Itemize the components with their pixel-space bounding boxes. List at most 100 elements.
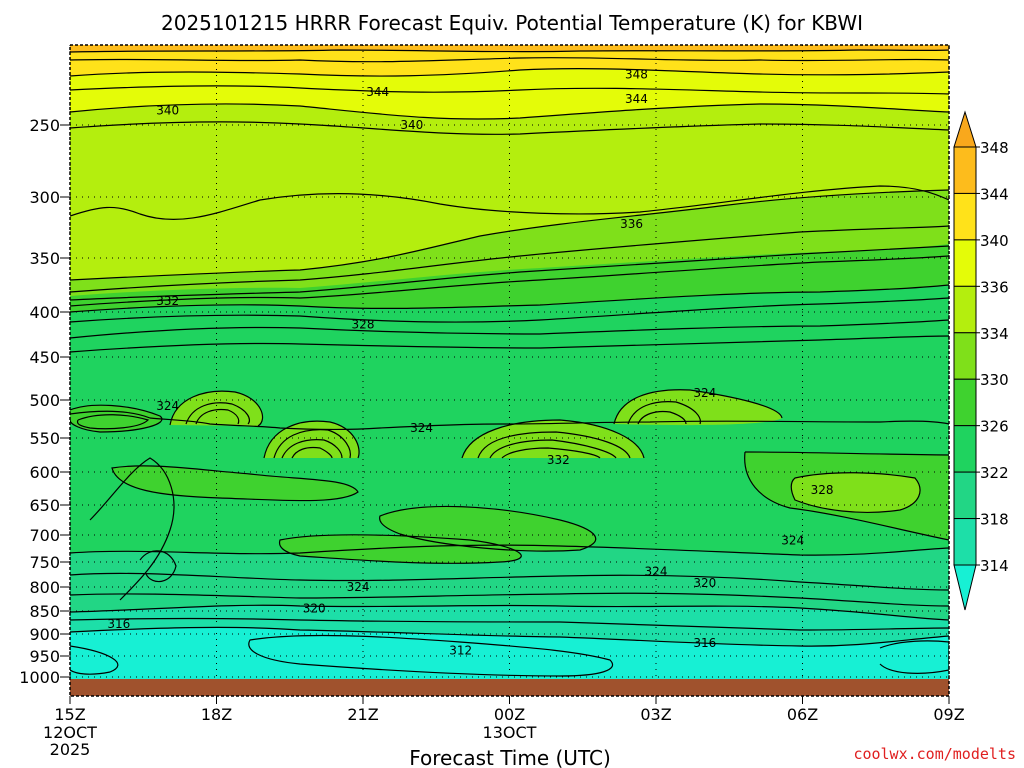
x-tick-label: 21Z <box>347 705 378 724</box>
contour-label-text: 316 <box>693 636 716 650</box>
contour-324-top <box>70 335 949 353</box>
contour-333 <box>70 245 949 301</box>
y-tick-label: 500 <box>29 391 60 410</box>
colorbar-label: 344 <box>980 185 1009 203</box>
contour-label-text: 332 <box>156 294 179 308</box>
y-tick-label: 950 <box>29 647 60 666</box>
y-tick-label: 900 <box>29 625 60 644</box>
colorbar-segment <box>953 192 977 241</box>
contour-label-text: 320 <box>693 576 716 590</box>
x-tick-label: 03Z <box>640 705 671 724</box>
contour-324-lower-2 <box>744 451 949 456</box>
contour-316-left <box>70 645 119 675</box>
x-tick-sublabel: 12OCT <box>43 723 97 742</box>
contour-label-text: 328 <box>352 318 375 332</box>
contour-324-blob-3 <box>461 419 645 459</box>
contour-label: 332 <box>156 294 179 308</box>
contour-324-lower-4 <box>278 534 522 564</box>
blob-330-1 <box>170 391 263 426</box>
contour-324-blob-1 <box>169 390 264 427</box>
contour-328-left <box>70 404 163 433</box>
y-tick-label: 300 <box>29 188 60 207</box>
contour-326-blob-3 <box>477 431 631 459</box>
contour-label: 316 <box>107 617 130 631</box>
contour-low-left-2 <box>139 550 177 583</box>
contour-label: 324 <box>156 399 179 413</box>
chart-title: 2025101215 HRRR Forecast Equiv. Potentia… <box>161 11 863 35</box>
blob-330-3 <box>462 420 644 458</box>
contour-316-right <box>879 640 949 674</box>
colorbar-label: 340 <box>980 232 1009 250</box>
contour-label: 312 <box>449 643 472 657</box>
contour-label: 324 <box>693 386 716 400</box>
contour-324-blob-4 <box>613 389 783 425</box>
x-tick-label: 06Z <box>787 705 818 724</box>
contour-label: 340 <box>400 118 423 132</box>
contour-label-text: 324 <box>410 421 433 435</box>
contour-326 <box>70 319 949 339</box>
y-axis-labels: 250 300 350 400 450 500 550 600 650 700 750 800 850 9… <box>19 116 70 687</box>
x-tick-sublabel: 2025 <box>50 740 91 759</box>
contour-labels: 348 344 344 340 340 336 332 328 324 324 324 332 328 3… <box>107 68 834 658</box>
colorbar-label: 336 <box>980 278 1009 296</box>
contour-344 <box>70 68 949 77</box>
contour-320 <box>70 604 949 621</box>
contour-label-text: 340 <box>400 118 423 132</box>
colorbar-label: 322 <box>980 464 1009 482</box>
contour-348 <box>70 49 949 53</box>
contour-label: 324 <box>645 565 668 579</box>
contour-312 <box>248 634 613 677</box>
y-tick-label: 750 <box>29 553 60 572</box>
contour-346 <box>70 56 949 63</box>
contour-label: 320 <box>303 602 326 616</box>
contour-label: 336 <box>620 217 643 231</box>
contour-336 <box>70 189 949 281</box>
contour-330-left <box>76 414 150 430</box>
contour-330 <box>70 284 949 313</box>
y-tick-label: 400 <box>29 303 60 322</box>
colorbar-segment <box>953 285 977 334</box>
band-344 <box>70 45 949 77</box>
contour-316 <box>70 626 949 647</box>
contour-label-text: 340 <box>156 104 179 118</box>
contour-338 <box>70 185 949 221</box>
colorbar-label: 314 <box>980 557 1009 575</box>
contour-334 <box>70 225 949 293</box>
contour-label: 348 <box>625 68 648 82</box>
contour-label-text: 312 <box>449 643 472 657</box>
contour-324-band <box>70 544 949 556</box>
blob-324-low-4 <box>279 534 522 564</box>
contour-328-blob-4 <box>637 410 687 425</box>
contour-321-band <box>70 592 949 607</box>
contour-label: 324 <box>410 421 433 435</box>
y-tick-label: 800 <box>29 578 60 597</box>
contour-324-lower-3 <box>379 505 597 552</box>
colorbar-label: 330 <box>980 371 1009 389</box>
y-tick-label: 1000 <box>19 668 60 687</box>
contour-label-text: 324 <box>156 399 179 413</box>
contour-label-text: 348 <box>625 68 648 82</box>
colorbar-segment <box>953 518 977 566</box>
credit-text: coolwx.com/modelts <box>853 745 1016 763</box>
y-tick-label: 650 <box>29 496 60 515</box>
colorbar-segment <box>953 378 977 427</box>
x-tick-label: 09Z <box>933 705 964 724</box>
x-axis-title: Forecast Time (UTC) <box>409 746 611 768</box>
contour-label-text: 332 <box>547 453 570 467</box>
contour-332 <box>70 255 949 307</box>
contour-label: 328 <box>811 483 834 497</box>
colorbar-label: 326 <box>980 418 1009 436</box>
x-tick-label: 18Z <box>201 705 232 724</box>
contour-326-blob-1 <box>185 402 251 425</box>
blob-328-right <box>791 472 920 513</box>
contour-330-blob-2 <box>291 446 333 459</box>
contour-low-left <box>89 457 175 601</box>
contour-322-band <box>70 572 949 591</box>
contour-label: 324 <box>781 533 804 547</box>
colorbar-segment <box>953 425 977 473</box>
contour-label-text: 344 <box>366 85 389 99</box>
contour-label-text: 324 <box>645 565 668 579</box>
contour-343 <box>70 85 949 95</box>
ground-surface <box>70 679 949 696</box>
